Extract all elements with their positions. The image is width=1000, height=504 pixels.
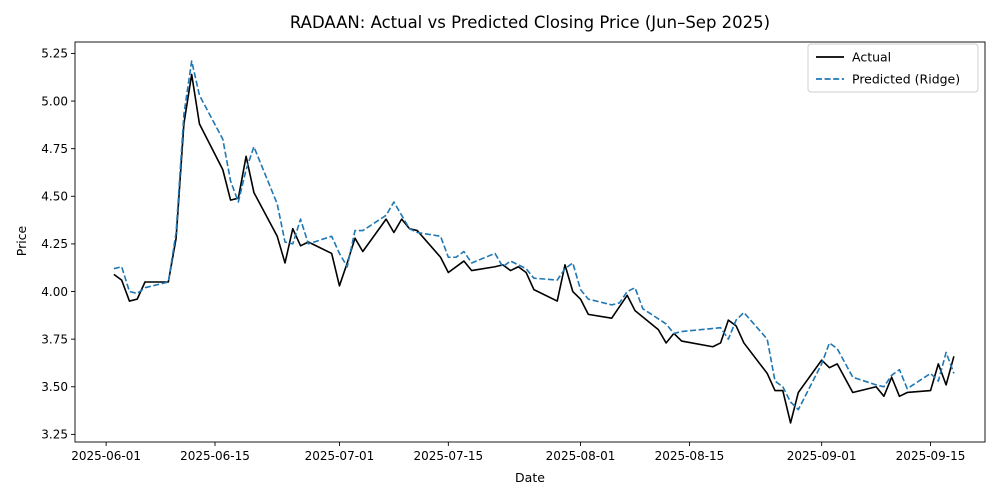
y-tick-label: 4.50: [41, 190, 68, 204]
x-axis-label: Date: [515, 470, 545, 485]
plot-area: [114, 61, 954, 423]
chart-title: RADAAN: Actual vs Predicted Closing Pric…: [290, 13, 770, 32]
series-line-predicted: [114, 61, 954, 410]
legend: Actual Predicted (Ridge): [808, 44, 978, 92]
legend-label-predicted: Predicted (Ridge): [852, 72, 960, 87]
x-tick-label: 2025-06-15: [180, 449, 250, 463]
y-tick-label: 4.25: [41, 237, 68, 251]
x-tick-label: 2025-07-01: [305, 449, 375, 463]
y-axis-label: Price: [14, 225, 29, 256]
x-tick-label: 2025-09-15: [896, 449, 966, 463]
x-tick-label: 2025-08-01: [546, 449, 616, 463]
axes-frame: [75, 42, 985, 442]
y-tick-label: 5.25: [41, 47, 68, 61]
series-line-actual: [114, 74, 954, 423]
y-tick-label: 4.75: [41, 142, 68, 156]
x-tick-label: 2025-07-15: [413, 449, 483, 463]
axes: 2025-06-01 2025-06-15 2025-07-01 2025-07-15…: [41, 42, 985, 463]
y-tick-label: 4.00: [41, 285, 68, 299]
x-tick-label: 2025-06-01: [71, 449, 141, 463]
legend-label-actual: Actual: [852, 50, 891, 65]
y-tick-label: 3.25: [41, 428, 68, 442]
y-tick-label: 3.50: [41, 380, 68, 394]
y-tick-label: 3.75: [41, 332, 68, 346]
x-tick-label: 2025-08-15: [655, 449, 725, 463]
y-tick-label: 5.00: [41, 94, 68, 108]
x-tick-label: 2025-09-01: [787, 449, 857, 463]
